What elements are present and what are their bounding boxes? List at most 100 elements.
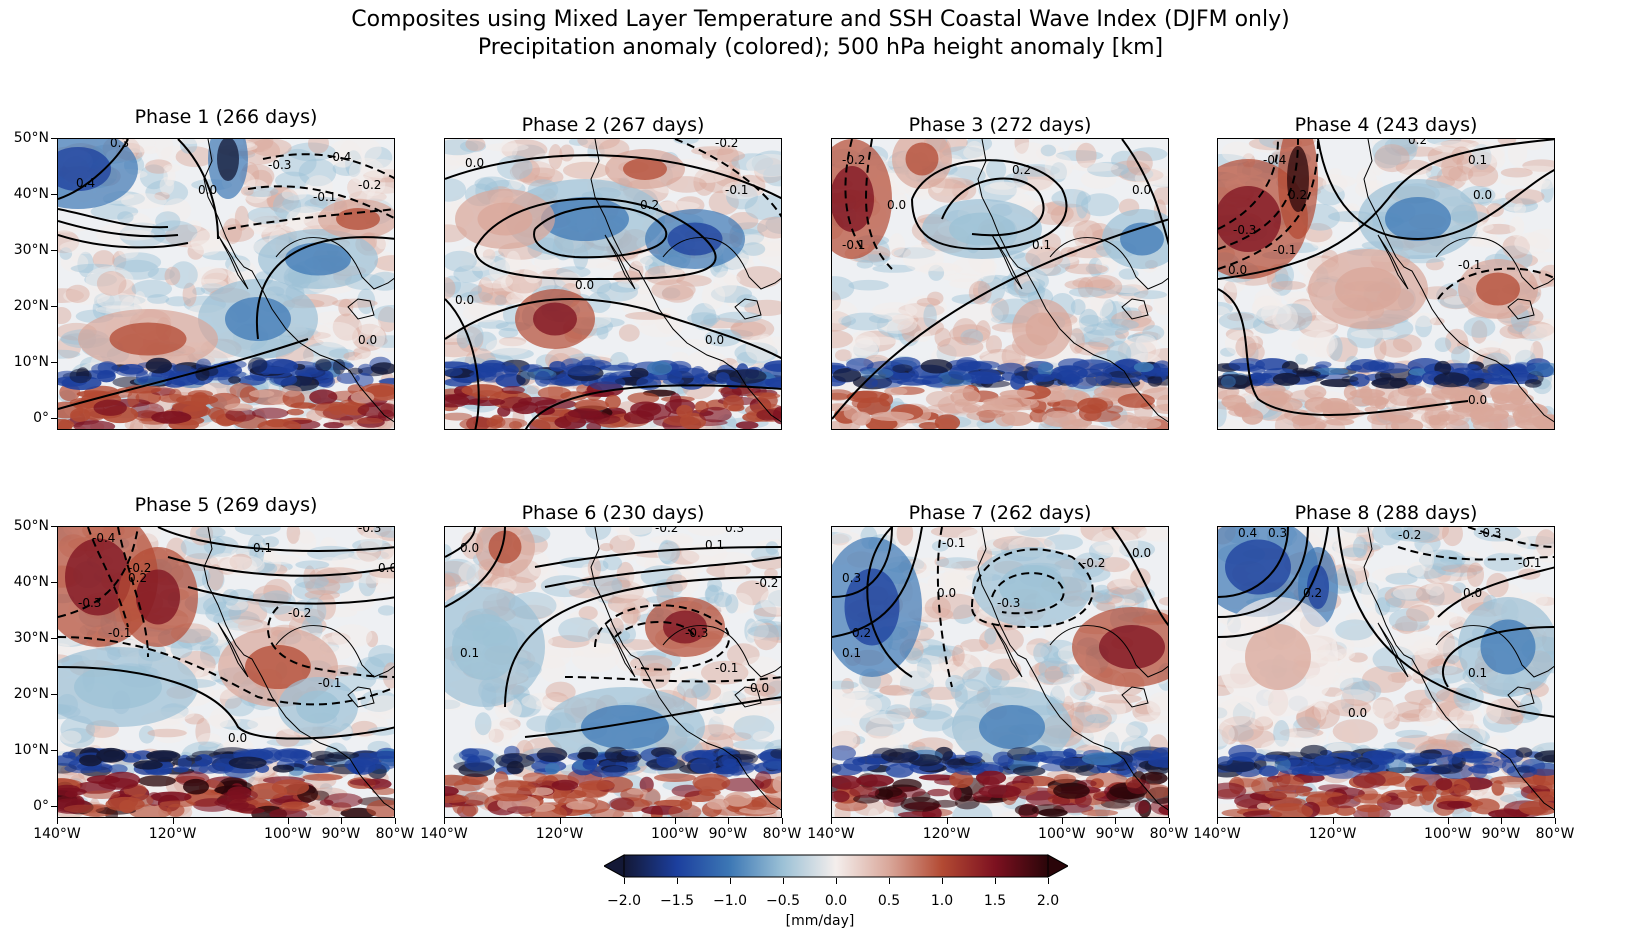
contour-label: -0.4 [1263, 153, 1286, 167]
contour-label: 0.0 [465, 156, 484, 170]
contour-label: -0.1 [1518, 556, 1541, 570]
contour-label: 0.2 [640, 198, 659, 212]
lon-tick-label: 140°W [420, 826, 468, 842]
lon-tick-label: 100°W [1038, 826, 1086, 842]
lon-tick [1217, 818, 1218, 824]
contour-label: -0.2 [655, 527, 678, 535]
contour-label: 0.0 [575, 278, 594, 292]
map-panel: -0.4-0.20.20.1-0.30.0-0.3-0.1-0.2-0.10.0 [57, 526, 395, 818]
contour-label: -0.2 [1082, 556, 1105, 570]
lat-tick [51, 526, 57, 527]
lon-tick [395, 818, 396, 824]
contour-label: -0.3 [358, 527, 381, 535]
lon-tick [559, 818, 561, 824]
lon-tick-label: 80°W [762, 826, 802, 842]
map-panel: -0.1 0.3 0.0 0.2 0.1 -0.3 -0.2 0.0 [831, 526, 1169, 818]
colorbar-tick [942, 878, 943, 884]
lon-tick-label: 80°W [1535, 826, 1575, 842]
contour-label: -0.2 [288, 606, 311, 620]
contour-label: 0.0 [378, 561, 395, 575]
lat-tick [51, 638, 57, 640]
lon-tick [57, 818, 58, 824]
panel-title: Phase 6 (230 days) [521, 502, 705, 524]
lon-tick-label: 80°W [1149, 826, 1189, 842]
panel-title: Phase 4 (243 days) [1294, 114, 1478, 136]
contour-label: 0.2 [1288, 188, 1307, 202]
contour-label: -0.3 [685, 626, 708, 640]
lat-tick-label: 40°N [13, 574, 49, 591]
contour-label: -0.1 [942, 536, 965, 550]
map-panel: 0.0 -0.2 0.3 0.1 -0.2 -0.3 0.1 -0.1 0.0 [444, 526, 782, 818]
contour-label: -0.1 [842, 238, 865, 252]
contour-label: -0.1 [1273, 243, 1296, 257]
lat-tick-label: 30°N [13, 242, 49, 259]
contour-label: -0.1 [108, 626, 131, 640]
contour-label: 0.3 [110, 139, 129, 150]
colorbar-tick-label: 1.5 [983, 893, 1007, 909]
lon-tick [287, 818, 289, 824]
lat-tick-label: 0° [33, 410, 49, 427]
contour-label: -0.1 [313, 190, 336, 204]
lon-tick [1332, 818, 1334, 824]
contour-label: 0.2 [852, 626, 871, 640]
lat-tick [51, 138, 57, 139]
map-panel: -0.2 0.0 -0.1 0.2 0.1 0.0 [831, 138, 1169, 430]
colorbar-tick-label: −1.0 [713, 893, 747, 909]
contour-label: 0.0 [460, 541, 479, 555]
contour-label: -0.3 [78, 596, 101, 610]
lon-tick-label: 90°W [708, 826, 748, 842]
contour-label: 0.0 [1463, 586, 1482, 600]
panel-title: Phase 3 (272 days) [908, 114, 1092, 136]
contour-label: 0.2 [1303, 586, 1322, 600]
contour-label: 0.0 [455, 293, 474, 307]
lon-tick [1500, 818, 1502, 824]
colorbar-tick-label: −0.5 [766, 893, 800, 909]
lon-tick-label: 140°W [33, 826, 81, 842]
colorbar-tick-label: 2.0 [1036, 893, 1060, 909]
figure-subtitle: Precipitation anomaly (colored); 500 hPa… [477, 35, 1164, 60]
lon-tick [1555, 818, 1556, 824]
contour-label: -0.2 [1398, 528, 1421, 542]
contour-label: -0.1 [715, 661, 738, 675]
lat-tick-label: 10°N [13, 742, 49, 759]
contour-label: 0.4 [1238, 527, 1257, 540]
contour-label: 0.1 [460, 646, 479, 660]
lon-tick [674, 818, 676, 824]
lon-tick [782, 818, 783, 824]
lat-tick-label: 20°N [13, 298, 49, 315]
contour-label: -0.1 [725, 183, 748, 197]
panel-title: Phase 7 (262 days) [908, 502, 1092, 524]
colorbar-tick [836, 878, 837, 884]
lon-tick [1061, 818, 1063, 824]
lon-tick-label: 90°W [1095, 826, 1135, 842]
lat-tick [51, 194, 57, 196]
colorbar-tick-label: 1.0 [930, 893, 954, 909]
contour-label: 0.3 [842, 571, 861, 585]
lon-tick-label: 90°W [321, 826, 361, 842]
lon-tick [831, 818, 832, 824]
colorbar-tick [995, 878, 996, 884]
colorbar-tick [1048, 878, 1049, 884]
lon-tick-label: 90°W [1481, 826, 1521, 842]
colorbar-label: [mm/day] [785, 913, 855, 929]
contour-label: 0.3 [1268, 527, 1287, 540]
lat-tick-label: 50°N [13, 130, 49, 146]
lon-tick-label: 120°W [922, 826, 971, 842]
lat-tick-label: 40°N [13, 186, 49, 203]
contour-label: 0.0 [1468, 393, 1487, 407]
map-panel: 0.2 -0.4 0.2 0.1 0.0 -0.3 -0.1 -0.1 0.0 0.0 [1217, 138, 1555, 430]
contour-label: 0.1 [1468, 153, 1487, 167]
panel-title: Phase 8 (288 days) [1294, 502, 1478, 524]
contour-label: 0.0 [1132, 183, 1151, 197]
lon-tick [1114, 818, 1116, 824]
contour-label: 0.0 [198, 183, 217, 197]
panel-title: Phase 1 (266 days) [134, 106, 318, 128]
contour-label: 0.0 [887, 198, 906, 212]
contour-label: -0.3 [1233, 223, 1256, 237]
contour-label: -0.3 [1478, 527, 1501, 540]
lat-tick [51, 306, 57, 308]
lon-tick [1447, 818, 1449, 824]
lat-tick [51, 694, 57, 696]
contour-label: -0.4 [328, 150, 351, 164]
lat-tick [51, 418, 57, 420]
